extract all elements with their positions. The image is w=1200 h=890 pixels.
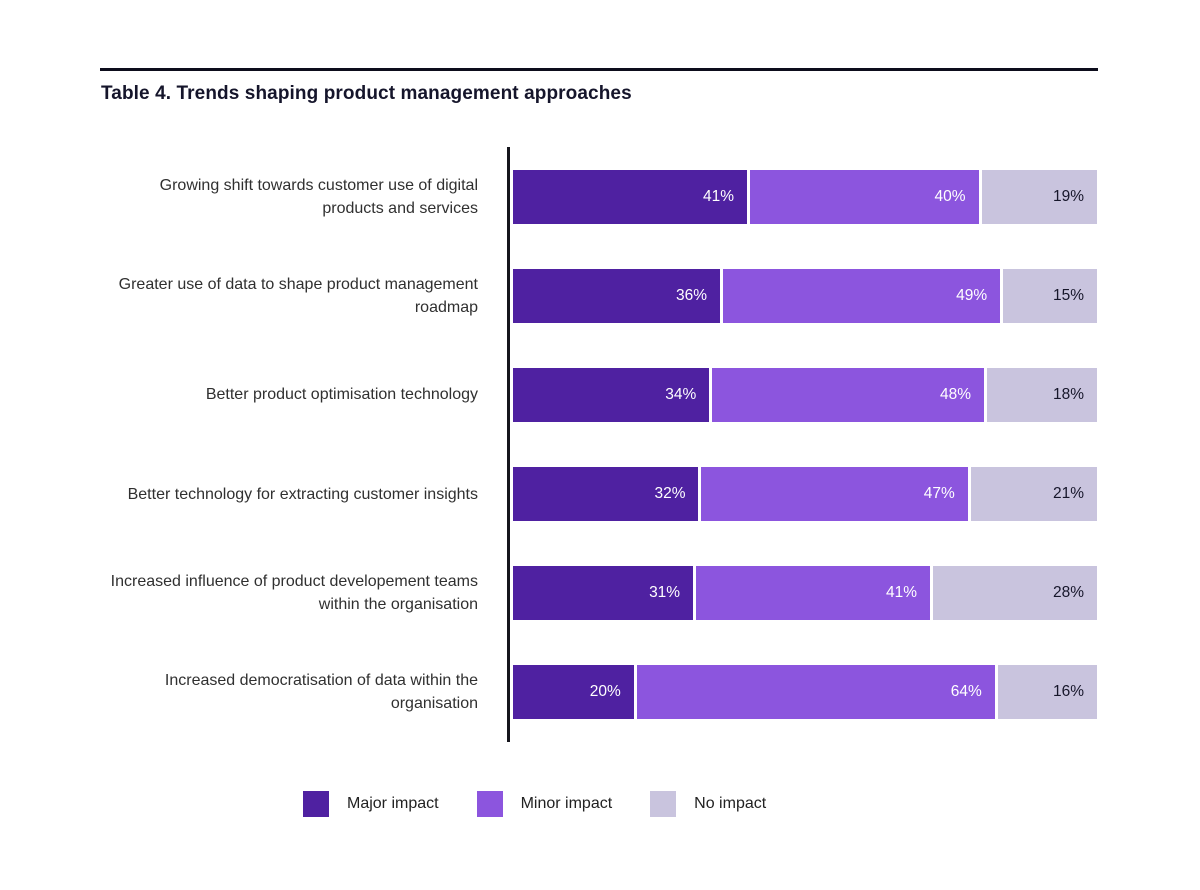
bar-segment-major-impact: 34% bbox=[513, 367, 710, 422]
category-label: Increased democratisation of data within… bbox=[164, 672, 478, 713]
legend-swatch-icon bbox=[650, 791, 677, 817]
bar-segment-minor-impact: 41% bbox=[696, 566, 931, 621]
value-label: 40% bbox=[934, 187, 966, 205]
value-label: 47% bbox=[923, 485, 955, 503]
legend-swatch-icon bbox=[476, 791, 503, 817]
bar-segment-minor-impact: 47% bbox=[701, 467, 968, 522]
legend-label: Major impact bbox=[347, 795, 439, 812]
chart-row: Better technology for extracting custome… bbox=[100, 445, 1097, 544]
value-label: 32% bbox=[654, 485, 686, 503]
bar-segment-minor-impact: 48% bbox=[712, 367, 984, 422]
chart-rows: Growing shift towards customer use of di… bbox=[100, 147, 1097, 742]
bar-segment-no-impact: 16% bbox=[997, 665, 1097, 720]
category-label: Growing shift towards customer use of di… bbox=[159, 176, 478, 217]
chart-legend: Major impact Minor impact No impact bbox=[303, 791, 766, 817]
bar-segment-major-impact: 20% bbox=[513, 665, 634, 720]
value-label: 64% bbox=[950, 683, 982, 701]
value-label: 48% bbox=[939, 385, 971, 403]
legend-item-no-impact: No impact bbox=[650, 791, 766, 817]
bar-segment-no-impact: 18% bbox=[986, 367, 1097, 422]
bar-group: 20% 64% 16% bbox=[513, 665, 1097, 720]
legend-swatch-icon bbox=[303, 791, 329, 817]
chart-row: Greater use of data to shape product man… bbox=[100, 246, 1097, 345]
chart-row: Increased democratisation of data within… bbox=[100, 643, 1097, 742]
bar-group: 34% 48% 18% bbox=[513, 367, 1097, 422]
chart-row: Better product optimisation technology 34… bbox=[100, 345, 1097, 444]
value-label: 20% bbox=[589, 683, 621, 701]
bar-segment-no-impact: 21% bbox=[970, 467, 1097, 522]
title-rule bbox=[100, 68, 1098, 71]
value-label: 19% bbox=[1052, 187, 1084, 205]
value-label: 28% bbox=[1052, 584, 1084, 602]
category-label: Increased influence of product developem… bbox=[110, 573, 478, 614]
bar-segment-minor-impact: 40% bbox=[749, 169, 979, 224]
category-label: Better product optimisation technology bbox=[205, 386, 478, 404]
value-label: 31% bbox=[649, 584, 681, 602]
category-label: Better technology for extracting custome… bbox=[127, 485, 478, 503]
value-label: 21% bbox=[1052, 485, 1084, 503]
bar-segment-major-impact: 41% bbox=[513, 169, 747, 224]
bar-segment-major-impact: 36% bbox=[513, 268, 721, 323]
category-label: Greater use of data to shape product man… bbox=[118, 275, 478, 316]
value-label: 49% bbox=[956, 286, 988, 304]
value-label: 41% bbox=[702, 187, 734, 205]
legend-label: Minor impact bbox=[520, 795, 613, 812]
legend-item-minor-impact: Minor impact bbox=[476, 791, 613, 817]
value-label: 34% bbox=[665, 385, 697, 403]
chart-row: Growing shift towards customer use of di… bbox=[100, 147, 1097, 246]
bar-segment-major-impact: 32% bbox=[513, 467, 699, 522]
bar-group: 36% 49% 15% bbox=[513, 268, 1097, 323]
y-axis-line bbox=[507, 147, 510, 742]
value-label: 36% bbox=[676, 286, 708, 304]
value-label: 15% bbox=[1052, 286, 1084, 304]
bar-segment-minor-impact: 64% bbox=[636, 665, 995, 720]
value-label: 41% bbox=[886, 584, 918, 602]
bar-segment-no-impact: 19% bbox=[981, 169, 1097, 224]
legend-label: No impact bbox=[694, 795, 767, 812]
bar-group: 41% 40% 19% bbox=[513, 169, 1097, 224]
bar-segment-major-impact: 31% bbox=[513, 566, 694, 621]
bar-segment-no-impact: 15% bbox=[1003, 268, 1097, 323]
chart-row: Increased influence of product developem… bbox=[100, 544, 1097, 643]
bar-group: 31% 41% 28% bbox=[513, 566, 1097, 621]
value-label: 16% bbox=[1052, 683, 1084, 701]
bar-segment-no-impact: 28% bbox=[933, 566, 1097, 621]
legend-item-major-impact: Major impact bbox=[303, 791, 439, 817]
bar-group: 32% 47% 21% bbox=[513, 467, 1097, 522]
chart-title: Table 4. Trends shaping product manageme… bbox=[101, 83, 632, 104]
value-label: 18% bbox=[1052, 385, 1084, 403]
bar-segment-minor-impact: 49% bbox=[723, 268, 1001, 323]
